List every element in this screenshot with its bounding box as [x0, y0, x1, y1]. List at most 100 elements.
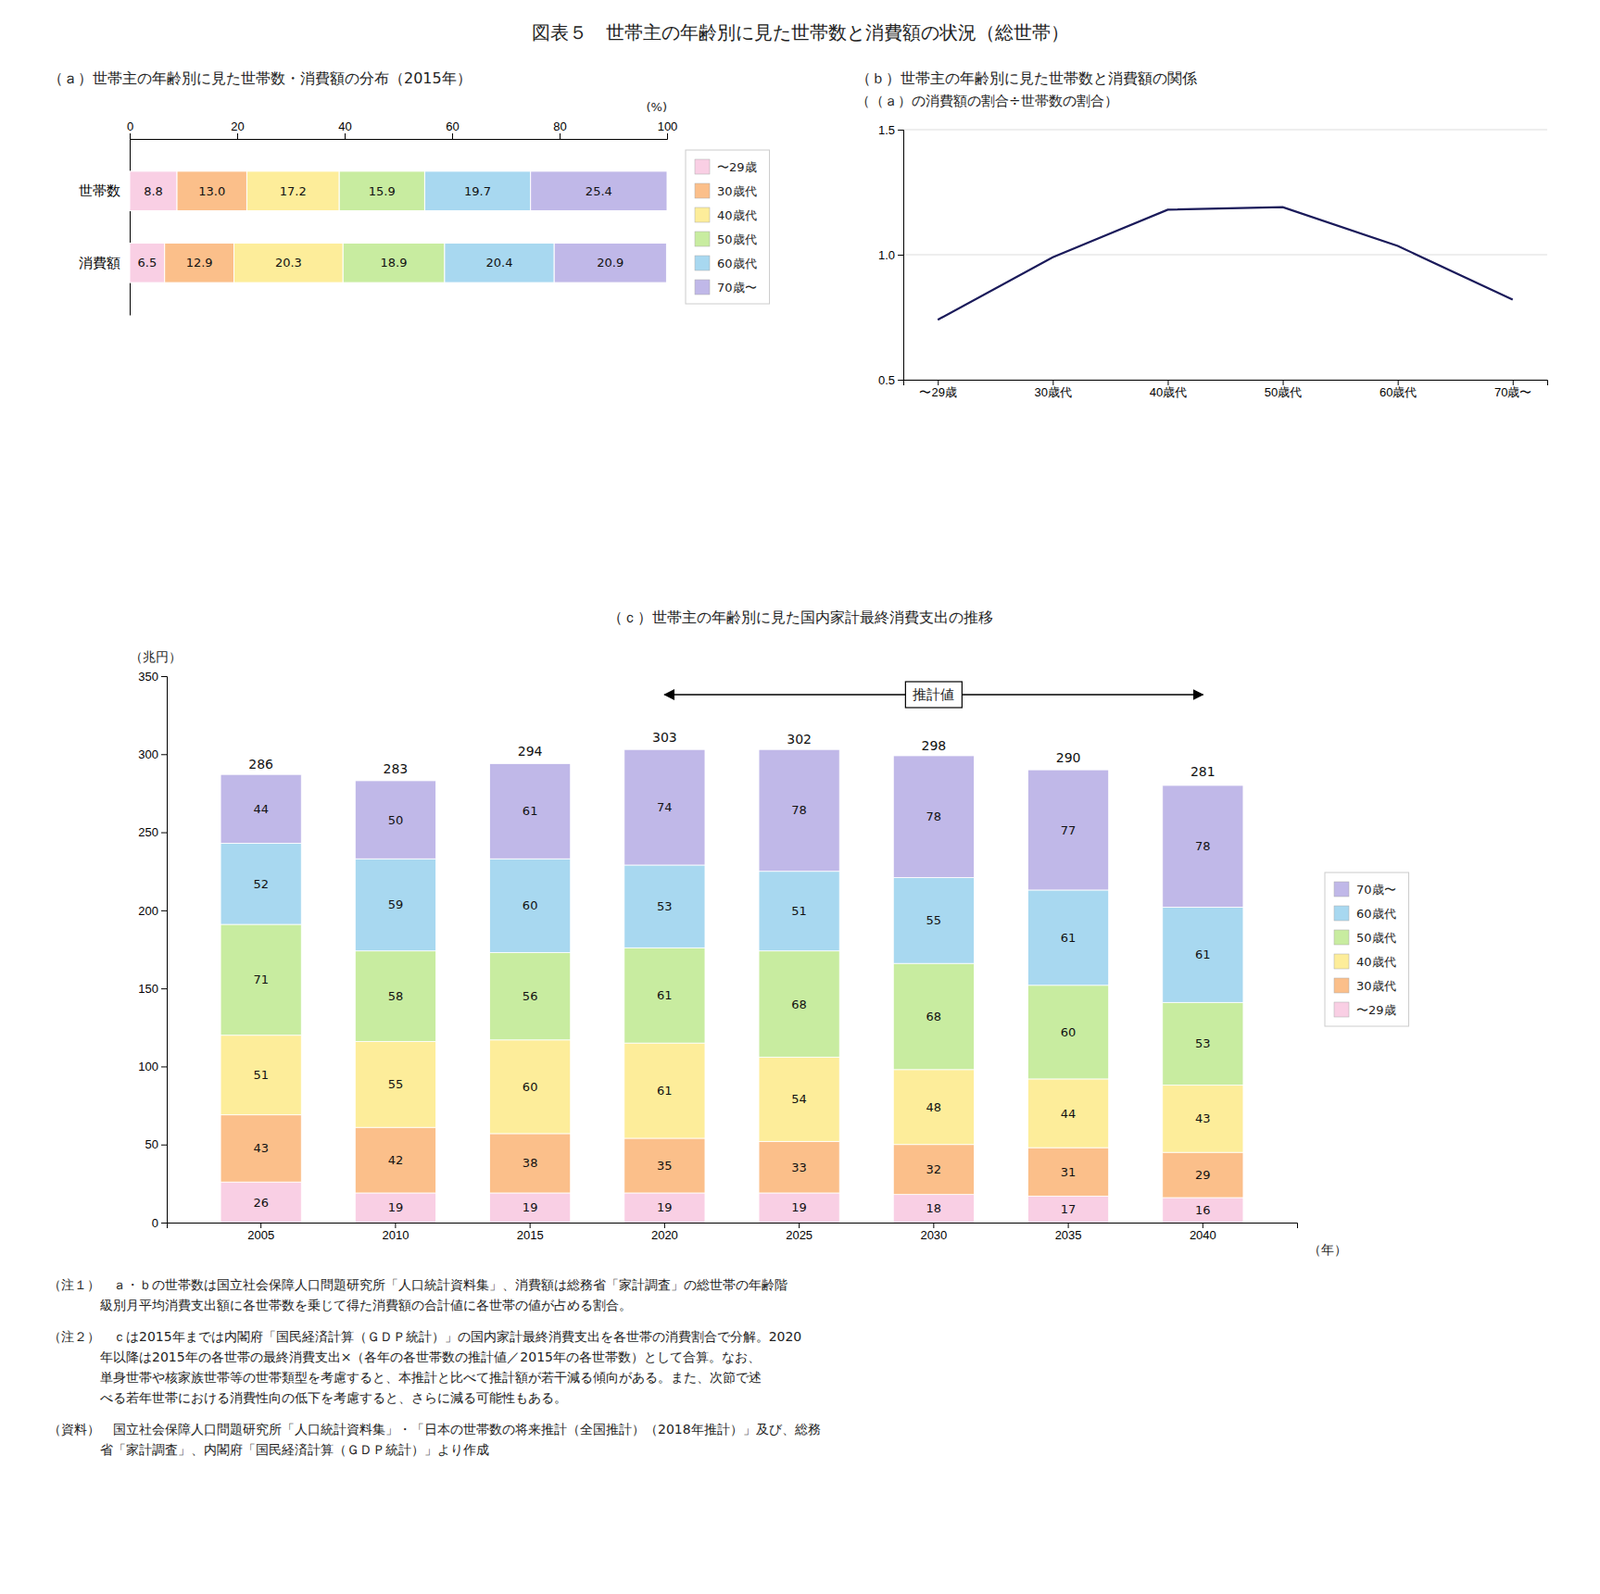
legend-swatch: [1334, 906, 1349, 921]
data-label: 42: [388, 1153, 404, 1168]
annotation-box: [905, 681, 962, 708]
axis: 世帯数消費額: [78, 139, 131, 316]
bar: [164, 242, 235, 283]
tick: 2035: [1055, 1222, 1083, 1243]
notes: （注１） ａ・ｂの世帯数は国立社会保障人口問題研究所「人口統計資料集」、消費額は…: [48, 1277, 821, 1458]
data-label: 44: [252, 802, 269, 817]
grid: [903, 129, 1548, 380]
data-label: 13.0: [198, 184, 226, 199]
data-label: 58: [388, 989, 404, 1004]
bar: [893, 755, 974, 878]
tick-label: 70歳〜: [1494, 385, 1532, 400]
data-labels: 8.86.513.012.917.220.315.918.919.720.425…: [138, 184, 625, 271]
legend-swatch: [1334, 954, 1349, 970]
tick-label: 2035: [1055, 1228, 1083, 1243]
legend-swatch: [694, 207, 710, 223]
data-label: 33: [791, 1160, 807, 1175]
bar: [354, 781, 436, 859]
bar: [624, 1138, 706, 1194]
tick-mark: [161, 1145, 167, 1147]
tick-mark: [897, 129, 904, 131]
data-label: 77: [1060, 823, 1077, 838]
tick: 2015: [516, 1222, 544, 1243]
bar: [758, 1141, 840, 1194]
tick-label: 2025: [785, 1228, 813, 1243]
tick-label: 60歳代: [1379, 385, 1417, 400]
tick-mark: [1202, 1222, 1204, 1229]
note: （資料） 国立社会保障人口問題研究所「人口統計資料集」・「日本の世帯数の将来推計…: [48, 1422, 821, 1458]
bar: [1162, 785, 1244, 908]
data-label: 74: [656, 800, 673, 815]
legend-entry: 〜29歳: [1356, 1003, 1397, 1018]
tick-mark: [897, 379, 904, 381]
tick-label: 1.0: [878, 248, 895, 263]
subtitle: （（ａ）の消費額の割合÷世帯数の割合）: [856, 92, 1119, 110]
total-label: 298: [920, 738, 946, 754]
legend-entry: 70歳〜: [717, 280, 757, 295]
bar: [1028, 1196, 1109, 1223]
tick-mark: [1283, 379, 1285, 386]
bar: [129, 242, 165, 283]
data-label: 26: [252, 1196, 269, 1210]
tick: 1.0: [878, 248, 904, 263]
tick-label: 2015: [516, 1228, 544, 1243]
bar: [424, 171, 530, 212]
tick: 2020: [651, 1222, 679, 1243]
tick: 2025: [785, 1222, 813, 1243]
legend-swatch: [694, 183, 710, 199]
bar: [490, 858, 571, 953]
tick-mark: [1068, 1222, 1070, 1229]
tick-mark: [1167, 379, 1169, 386]
note-line: （注２） ｃは2015年までは内閣府「国民経済計算（ＧＤＰ統計）」の国内家計最終…: [48, 1329, 802, 1345]
axis-line: [167, 1223, 1298, 1230]
tick-label: 50歳代: [1264, 385, 1302, 400]
bar: [530, 171, 668, 212]
bar: [1028, 769, 1109, 891]
legend-swatch: [1334, 978, 1349, 994]
data-label: 53: [1195, 1036, 1211, 1051]
data-label: 19: [522, 1200, 539, 1215]
panel-title: （ｂ）世帯主の年齢別に見た世帯数と消費額の関係: [856, 69, 1197, 88]
tick-mark: [897, 254, 904, 256]
line: [937, 207, 1513, 321]
tick-mark: [452, 133, 454, 139]
note-line: （注１） ａ・ｂの世帯数は国立社会保障人口問題研究所「人口統計資料集」、消費額は…: [48, 1277, 788, 1293]
bar: [624, 1043, 706, 1139]
axis: 020406080100: [126, 119, 678, 140]
tick: 2030: [919, 1222, 947, 1243]
data-label: 68: [926, 1009, 943, 1024]
bar: [1028, 1147, 1109, 1197]
legend-swatch: [1334, 930, 1349, 945]
bar: [1028, 985, 1109, 1080]
tick-label: 消費額: [78, 254, 121, 271]
note: （注２） ｃは2015年までは内閣府「国民経済計算（ＧＤＰ統計）」の国内家計最終…: [48, 1329, 802, 1406]
tick-label: 100: [138, 1059, 159, 1074]
data-label: 68: [791, 997, 807, 1012]
tick: 0: [126, 119, 134, 139]
data-label: 32: [926, 1162, 943, 1177]
bar: [220, 1182, 302, 1223]
axis-label: （兆円）: [129, 649, 182, 665]
data-label: 38: [522, 1156, 539, 1171]
axis-label: (%): [646, 100, 668, 114]
tick-label: 2010: [381, 1228, 409, 1243]
note-line: 単身世帯や核家族世帯等の世帯類型を考慮すると、本推計と比べて推計額が若干減る傾向…: [48, 1370, 762, 1386]
data-label: 19: [791, 1200, 807, 1215]
tick-label: 300: [138, 747, 159, 762]
axis: 〜29歳30歳代40歳代50歳代60歳代70歳〜: [904, 379, 1549, 400]
tick: 1.5: [878, 123, 904, 138]
plot-area: [220, 749, 1244, 1223]
tick-label: 〜29歳: [919, 385, 957, 400]
tick-label: 0.5: [878, 373, 895, 388]
tick-mark: [1512, 379, 1514, 386]
data-label: 55: [926, 913, 943, 928]
legend-entry: 50歳代: [1356, 931, 1397, 945]
tick-label: 30歳代: [1034, 385, 1072, 400]
axis-label: （年）: [1308, 1242, 1348, 1258]
data-label: 60: [522, 898, 539, 913]
tick-mark: [937, 379, 939, 386]
tick-mark: [932, 1222, 934, 1229]
axis-line: [161, 677, 168, 1224]
total-label: 290: [1056, 750, 1082, 766]
tick-mark: [667, 133, 668, 139]
